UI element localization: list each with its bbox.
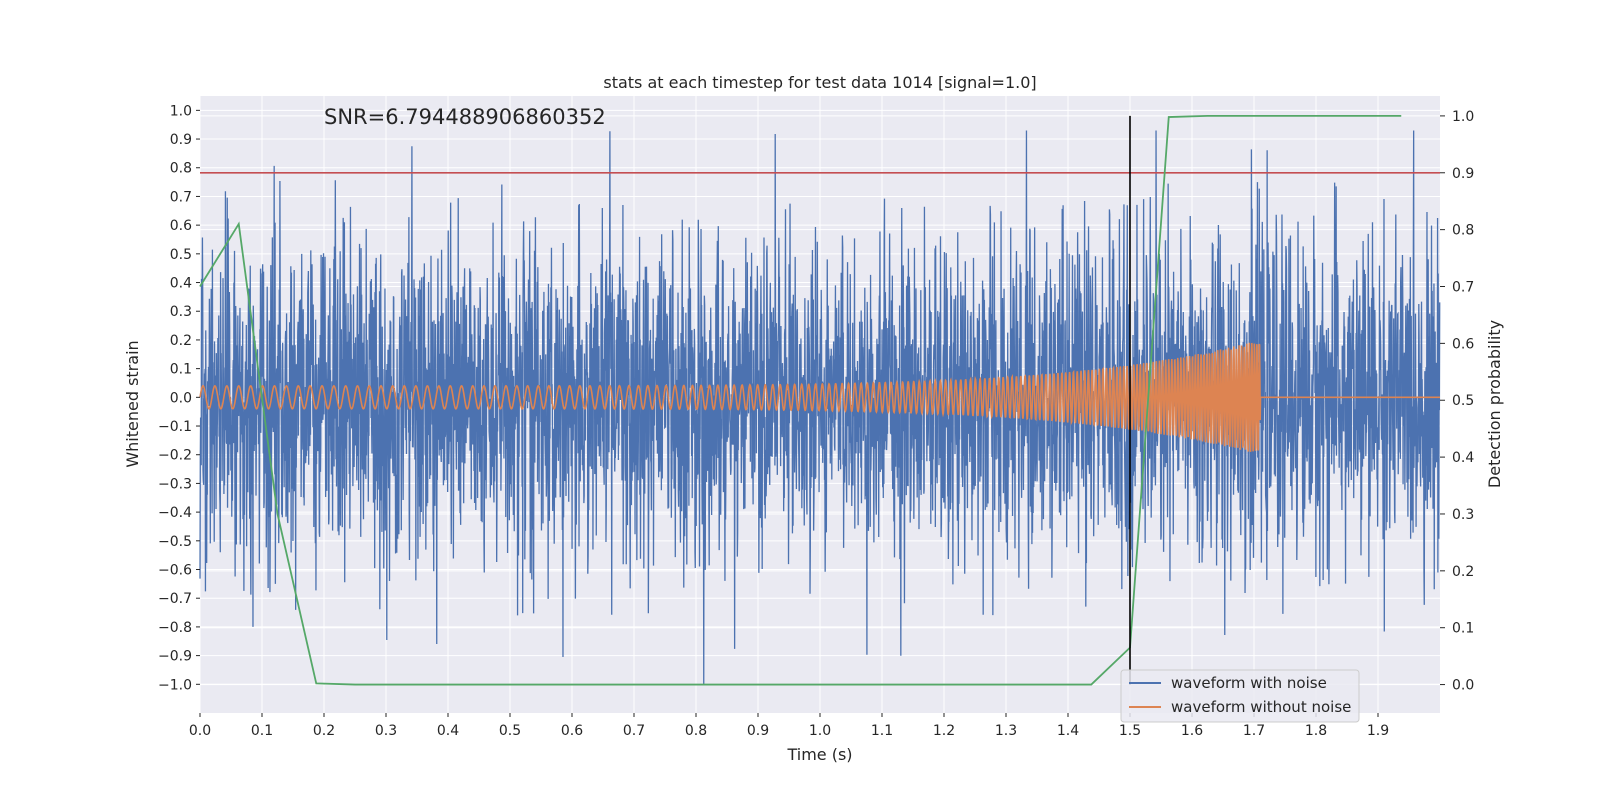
x-axis-label: Time (s) [786,745,852,764]
y2-axis-label: Detection probability [1485,320,1504,488]
y2-tick-label: 0.2 [1452,564,1474,580]
x-tick-label: 0.9 [747,723,769,739]
x-tick-label: 0.1 [251,723,273,739]
snr-annotation: SNR=6.794488906860352 [324,105,606,129]
y-tick-label: −0.2 [158,448,192,464]
chart-title: stats at each timestep for test data 101… [603,73,1036,92]
y-tick-label: 0.0 [170,390,192,406]
y-tick-label: 0.7 [170,189,192,205]
y2-tick-label: 0.9 [1452,166,1474,182]
y-tick-label: 0.1 [170,362,192,378]
x-tick-label: 1.0 [809,723,831,739]
y2-tick-label: 0.3 [1452,507,1474,523]
x-tick-label: 1.3 [995,723,1017,739]
x-tick-label: 0.0 [189,723,211,739]
y-tick-label: 1.0 [170,103,192,119]
y2-tick-label: 0.8 [1452,223,1474,239]
y-tick-label: −1.0 [158,677,192,693]
y-tick-label: 0.3 [170,304,192,320]
legend: waveform with noise waveform without noi… [1120,669,1360,723]
x-tick-label: 1.8 [1305,723,1327,739]
y-tick-label: −0.3 [158,476,192,492]
y-tick-label: 0.6 [170,218,192,234]
x-tick-label: 0.4 [437,723,459,739]
x-tick-label: 1.6 [1181,723,1203,739]
x-tick-label: 1.7 [1243,723,1265,739]
clean-waveform-line [199,342,1440,452]
y2-tick-label: 0.1 [1452,621,1474,637]
y-tick-label: 0.5 [170,247,192,263]
y2-tick-label: 0.5 [1452,393,1474,409]
y-tick-label: −0.9 [158,649,192,665]
x-tick-label: 0.3 [375,723,397,739]
y-tick-label: −0.6 [158,563,192,579]
y-tick-label: −0.8 [158,620,192,636]
probability-line [199,115,1402,686]
legend-frame [1120,669,1360,723]
x-tick-label: 1.5 [1119,723,1141,739]
series-layer [199,115,1441,686]
x-tick-label: 0.7 [623,723,645,739]
y2-tick-label: 0.0 [1452,678,1474,694]
y2-tick-label: 0.6 [1452,336,1474,352]
x-tick-label: 1.2 [933,723,955,739]
x-tick-label: 1.9 [1367,723,1389,739]
x-tick-label: 0.6 [561,723,583,739]
y-tick-label: −0.1 [158,419,192,435]
y-tick-label: −0.5 [158,534,192,550]
y-tick-label: 0.2 [170,333,192,349]
y-tick-label: 0.8 [170,161,192,177]
x-tick-label: 1.1 [871,723,893,739]
y-tick-label: −0.7 [158,591,192,607]
y2-tick-label: 1.0 [1452,109,1474,125]
axes-layer: 0.0 0.1 0.2 0.3 0.4 0.5 0.6 0.7 0.8 0.9 1.0 1.1 1.2 1… [158,103,1474,739]
y2-tick-label: 0.7 [1452,280,1474,296]
y-tick-label: −0.4 [158,505,192,521]
y-tick-label: 0.4 [170,276,192,292]
x-tick-label: 0.8 [685,723,707,739]
legend-label-clean: waveform without noise [1171,698,1351,716]
legend-label-noise: waveform with noise [1171,674,1327,692]
x-tick-label: 1.4 [1057,723,1079,739]
y2-tick-label: 0.4 [1452,450,1474,466]
y-tick-label: 0.9 [170,132,192,148]
x-tick-label: 0.5 [499,723,521,739]
x-tick-label: 0.2 [313,723,335,739]
y-axis-label: Whitened strain [123,340,142,467]
